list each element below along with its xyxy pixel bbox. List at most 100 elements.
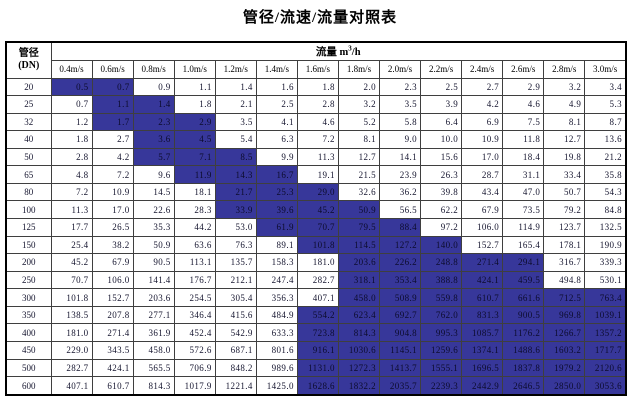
flow-value-cell: 4.6 (502, 95, 545, 114)
flow-value-cell: 339.3 (584, 253, 627, 272)
flow-value-cell-highlighted: 1.1 (91, 95, 134, 114)
flow-value-cell-highlighted: 508.9 (378, 288, 422, 307)
dn-cell: 400 (5, 323, 52, 342)
flow-value-cell: 44.2 (173, 218, 216, 237)
flow-value-cell-highlighted: 1837.8 (502, 358, 545, 378)
flow-value-cell-highlighted: 814.3 (337, 323, 381, 342)
pipe-flow-table: 管径 (DN) 流量 m3/h 0.4m/s 0.6m/s 0.8m/s 1.0m/s… (5, 41, 627, 396)
flow-value-cell-highlighted: 388.8 (420, 270, 463, 290)
flow-value-cell-highlighted: 1272.3 (337, 358, 381, 378)
flow-value-cell: 633.3 (255, 323, 298, 342)
flow-value-cell: 0.9 (132, 77, 175, 97)
flow-value-cell-highlighted: 1357.2 (584, 323, 627, 342)
flow-value-cell: 7.2 (91, 165, 134, 184)
flow-value-cell: 687.1 (214, 340, 257, 360)
speed-header: 1.4m/s (255, 59, 298, 79)
table-row: 25 0.7 1.1 1.4 1.8 2.1 2.5 2.8 3.2 3.5 3.9 4.2 4.6 4.… (5, 95, 627, 114)
table-row: 50 2.8 4.2 5.7 7.1 8.5 9.9 11.3 12.7 14.1 15.6 17.0… (5, 147, 627, 167)
flow-header-row: 管径 (DN) 流量 m3/h (5, 41, 627, 79)
flow-value-cell: 706.9 (173, 358, 216, 378)
flow-value-cell-highlighted: 1259.6 (420, 340, 463, 360)
flow-value-cell: 176.7 (173, 270, 216, 290)
flow-value-cell: 14.5 (132, 182, 175, 202)
flow-value-cell-highlighted: 0.7 (91, 77, 134, 97)
speed-header: 2.0m/s (378, 59, 422, 79)
speed-header: 2.8m/s (543, 59, 586, 79)
flow-value-cell: 10.0 (420, 130, 463, 149)
flow-value-cell: 8.1 (543, 112, 586, 132)
flow-value-cell: 53.0 (214, 218, 257, 237)
flow-value-cell: 572.6 (173, 340, 216, 360)
table-row: 100 11.3 17.0 22.6 28.3 33.9 39.6 45.2 50.9 56.5 6… (5, 200, 627, 219)
flow-value-cell: 1425.0 (255, 376, 298, 396)
flow-value-cell: 43.4 (461, 182, 504, 202)
flow-value-cell: 415.6 (214, 305, 257, 325)
corner-header-dn: 管径 (DN) (5, 41, 52, 79)
flow-value-cell: 26.5 (91, 218, 134, 237)
page-title: 管径/流速/流量对照表 (242, 10, 398, 26)
flow-value-cell: 610.7 (91, 376, 134, 396)
flow-value-cell: 407.1 (296, 288, 339, 307)
flow-value-cell: 73.5 (502, 200, 545, 219)
flow-value-cell-highlighted: 25.3 (255, 182, 298, 202)
table-row: 300 101.8 152.7 203.6 254.5 305.4 356.3 407.1 45… (5, 288, 627, 307)
flow-value-cell-highlighted: 2120.6 (584, 358, 627, 378)
flow-value-cell-highlighted: 1374.1 (461, 340, 504, 360)
flow-value-cell: 2.0 (337, 77, 381, 97)
flow-value-cell: 4.2 (91, 147, 134, 167)
flow-value-cell: 5.2 (337, 112, 381, 132)
flow-value-cell-highlighted: 1603.2 (543, 340, 586, 360)
flow-value-cell: 12.7 (337, 147, 381, 167)
flow-value-cell-highlighted: 1979.2 (543, 358, 586, 378)
flow-value-cell: 9.6 (132, 165, 175, 184)
flow-value-cell: 106.0 (91, 270, 134, 290)
flow-value-cell: 484.9 (255, 305, 298, 325)
flow-value-cell: 2.5 (255, 95, 298, 114)
flow-value-cell: 79.2 (543, 200, 586, 219)
flow-value-cell: 84.8 (584, 200, 627, 219)
flow-value-cell-highlighted: 723.8 (296, 323, 339, 342)
flow-value-cell-highlighted: 294.1 (502, 253, 545, 272)
flow-value-cell: 10.9 (461, 130, 504, 149)
speed-header: 0.8m/s (132, 59, 175, 79)
flow-value-cell: 11.8 (502, 130, 545, 149)
flow-value-cell-highlighted: 88.4 (378, 218, 422, 237)
flow-value-cell: 2.8 (296, 95, 339, 114)
flow-value-cell-highlighted: 1039.1 (584, 305, 627, 325)
flow-value-cell: 28.7 (461, 165, 504, 184)
flow-value-cell: 282.7 (296, 270, 339, 290)
corner-header-line2: (DN) (18, 60, 40, 72)
flow-value-cell-highlighted: 458.0 (337, 288, 381, 307)
flow-value-cell: 67.9 (91, 253, 134, 272)
flow-value-cell: 6.4 (420, 112, 463, 132)
flow-value-cell-highlighted: 140.0 (420, 235, 463, 255)
speed-header: 1.8m/s (337, 59, 381, 79)
flow-value-cell-highlighted: 610.7 (461, 288, 504, 307)
flow-value-cell: 8.1 (337, 130, 381, 149)
speed-header: 1.6m/s (296, 59, 339, 79)
flow-value-cell: 18.1 (173, 182, 216, 202)
flow-value-cell: 1.1 (173, 77, 216, 97)
flow-value-cell: 3.5 (214, 112, 257, 132)
flow-value-cell-highlighted: 39.6 (255, 200, 298, 219)
table-row: 250 70.7 106.0 141.4 176.7 212.1 247.4 282.7 318… (5, 270, 627, 290)
flow-value-cell: 181.0 (50, 323, 93, 342)
flow-value-cell: 1221.4 (214, 376, 257, 396)
flow-value-cell: 4.9 (543, 95, 586, 114)
flow-value-cell: 123.7 (543, 218, 586, 237)
dn-cell: 600 (5, 376, 52, 396)
flow-value-cell: 452.4 (173, 323, 216, 342)
table-row: 500 282.7 424.1 565.5 706.9 848.2 989.6 1131.0 1… (5, 358, 627, 378)
flow-value-cell-highlighted: 61.9 (255, 218, 298, 237)
flow-value-cell: 1.4 (214, 77, 257, 97)
table-row: 600 407.1 610.7 814.3 1017.9 1221.4 1425.0 1628… (5, 376, 627, 396)
flow-value-cell: 7.5 (502, 112, 545, 132)
flow-value-cell: 458.0 (132, 340, 175, 360)
flow-value-cell-highlighted: 2.3 (132, 112, 175, 132)
flow-value-cell: 132.5 (584, 218, 627, 237)
flow-value-cell: 90.5 (132, 253, 175, 272)
flow-value-cell: 11.3 (296, 147, 339, 167)
flow-value-cell-highlighted: 29.0 (296, 182, 339, 202)
flow-value-cell: 12.7 (543, 130, 586, 149)
flow-value-cell: 39.8 (420, 182, 463, 202)
